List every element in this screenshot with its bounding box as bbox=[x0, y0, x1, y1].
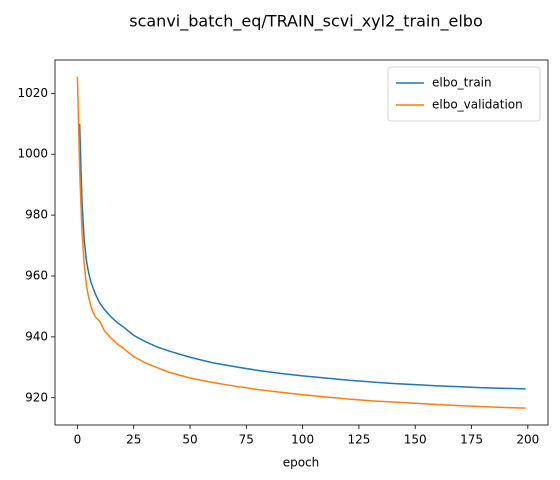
x-tick-label: 175 bbox=[460, 433, 483, 447]
legend-label: elbo_train bbox=[432, 76, 492, 90]
x-tick-label: 100 bbox=[291, 433, 314, 447]
series-line bbox=[76, 76, 526, 409]
legend-label: elbo_validation bbox=[432, 98, 523, 112]
x-tick-label: 25 bbox=[126, 433, 141, 447]
y-tick-label: 1000 bbox=[17, 147, 48, 161]
chart-title: scanvi_batch_eq/TRAIN_scvi_xyl2_train_el… bbox=[129, 12, 483, 32]
y-tick-label: 940 bbox=[25, 329, 48, 343]
x-tick-label: 50 bbox=[182, 433, 197, 447]
y-tick-label: 1020 bbox=[17, 86, 48, 100]
legend-box bbox=[387, 66, 541, 122]
y-tick-label: 960 bbox=[25, 268, 48, 282]
plot-frame bbox=[54, 59, 549, 426]
y-tick-label: 980 bbox=[25, 208, 48, 222]
legend: elbo_train elbo_validation bbox=[387, 66, 541, 122]
x-tick-label: 125 bbox=[347, 433, 370, 447]
y-tick-label: 920 bbox=[25, 390, 48, 404]
x-axis-label: epoch bbox=[283, 456, 320, 470]
x-tick-label: 0 bbox=[74, 433, 82, 447]
x-tick-label: 200 bbox=[516, 433, 539, 447]
x-tick-label: 150 bbox=[404, 433, 427, 447]
series-line bbox=[78, 123, 526, 390]
x-tick-label: 75 bbox=[239, 433, 254, 447]
